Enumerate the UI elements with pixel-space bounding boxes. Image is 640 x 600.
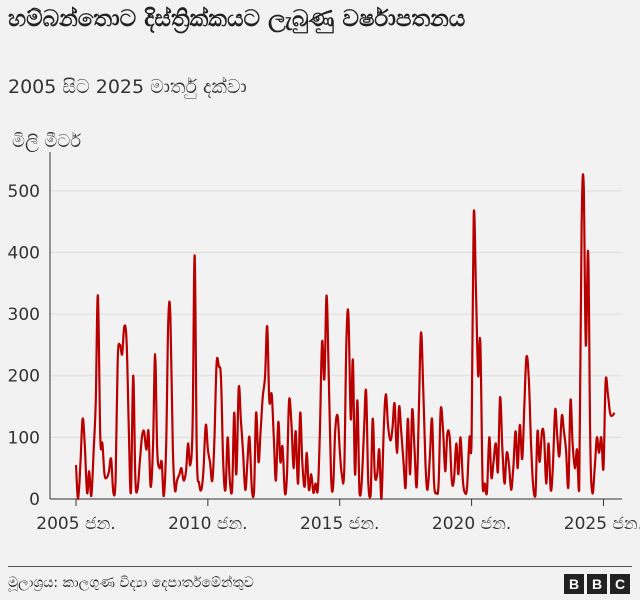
bbc-logo-letter: C xyxy=(610,574,630,594)
x-tick-label: 2005 ජන. xyxy=(36,514,115,534)
x-tick-label: 2010 ජන. xyxy=(168,514,247,534)
y-tick-label: 400 xyxy=(8,243,40,263)
rainfall-line-chart: 0 100 200 300 400 500 2005 ජන. 2010 ජන. 2015 ජන.… xyxy=(8,152,640,534)
chart-title: හම්බන්තොට දිස්ත්‍රික්කයට ලැබුණු වර්ෂාපතන… xyxy=(8,6,466,32)
y-tick-label: 200 xyxy=(8,367,40,387)
bbc-logo-letter: B xyxy=(587,574,607,594)
chart-subtitle: 2005 සිට 2025 මාර්තු දක්වා xyxy=(8,76,247,98)
bbc-logo-letter: B xyxy=(564,574,584,594)
y-axis-label: මිලි මීටර් xyxy=(12,131,82,152)
y-tick-label: 300 xyxy=(8,305,40,325)
bbc-logo: B B C xyxy=(564,574,630,594)
y-tick-label: 100 xyxy=(8,428,40,448)
x-tick-label: 2025 ජන. xyxy=(564,514,640,534)
x-tick-label: 2020 ජන. xyxy=(432,514,511,534)
source-note: මූලාශ්‍රය: කාලගුණ විද්‍යා දෙපාර්තමේන්තුව xyxy=(8,575,254,591)
x-tick-label: 2015 ජන. xyxy=(300,514,379,534)
footer-divider xyxy=(8,566,632,567)
y-tick-label: 500 xyxy=(8,182,40,202)
y-tick-label: 0 xyxy=(29,490,40,510)
rainfall-series-line xyxy=(74,173,616,501)
